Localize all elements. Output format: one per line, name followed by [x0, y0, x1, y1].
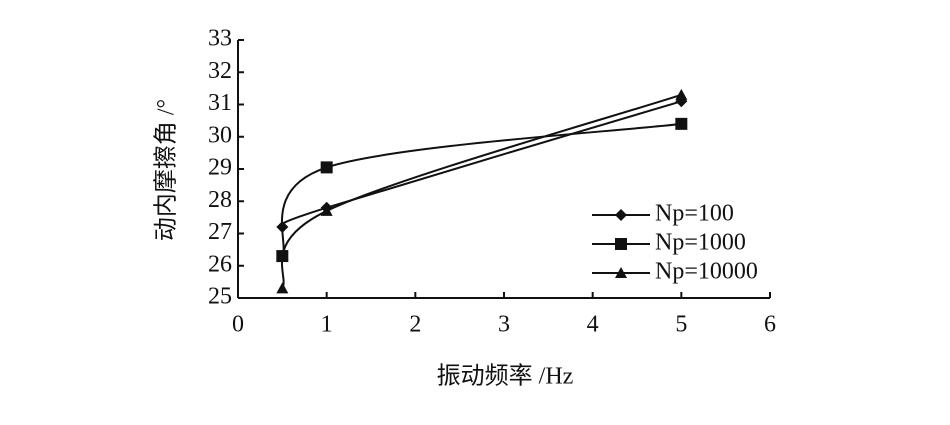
marker	[320, 204, 333, 216]
x-tick-label: 2	[409, 312, 421, 338]
marker	[615, 238, 627, 250]
x-tick-label: 5	[675, 312, 687, 338]
x-tick-label: 6	[764, 312, 776, 338]
marker	[276, 282, 289, 294]
legend-label: Np=1000	[655, 230, 746, 256]
marker	[615, 209, 627, 221]
y-tick-label: 33	[208, 26, 232, 52]
x-axis-label: 振动频率 /Hz	[437, 363, 574, 390]
legend-label: Np=100	[655, 201, 734, 227]
y-tick-label: 31	[208, 90, 232, 116]
y-tick-label: 29	[208, 155, 232, 181]
series-line	[280, 93, 682, 289]
y-tick-label: 28	[208, 187, 232, 213]
y-tick-label: 26	[208, 251, 232, 277]
y-tick-label: 25	[208, 284, 232, 310]
x-tick-label: 0	[232, 312, 244, 338]
y-tick-label: 27	[208, 219, 232, 245]
series-line	[281, 122, 682, 257]
marker	[320, 161, 333, 174]
legend-label: Np=10000	[655, 259, 758, 285]
x-tick-label: 3	[498, 312, 510, 338]
marker	[675, 117, 688, 130]
x-tick-label: 4	[587, 312, 599, 338]
y-tick-label: 30	[208, 122, 232, 148]
y-axis-label: 动内摩擦角 /°	[153, 99, 180, 241]
y-tick-label: 32	[208, 58, 232, 84]
marker	[615, 267, 627, 278]
marker	[675, 88, 688, 100]
x-tick-label: 1	[321, 312, 333, 338]
